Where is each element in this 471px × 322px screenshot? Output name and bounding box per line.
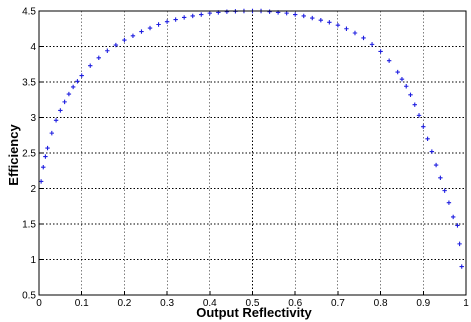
y-tick-label: 0.5 (22, 291, 36, 302)
data-point (421, 124, 426, 129)
data-point (301, 13, 306, 19)
data-point (105, 48, 110, 53)
data-point (284, 10, 289, 16)
data-point (38, 179, 44, 184)
x-tick-label: 0.2 (117, 298, 131, 309)
data-point (293, 12, 298, 17)
data-point (62, 99, 67, 105)
data-point (147, 25, 153, 31)
data-point (438, 175, 443, 181)
grid-lines (39, 11, 466, 295)
data-point (378, 49, 383, 54)
y-tick-label: 4 (30, 42, 36, 53)
x-tick-label: 0.3 (160, 298, 174, 309)
data-point (88, 63, 93, 68)
data-point (49, 130, 55, 136)
data-point (361, 35, 366, 41)
data-point (58, 108, 63, 113)
data-point (66, 91, 72, 97)
data-point (130, 33, 136, 39)
data-point (113, 42, 119, 48)
data-point (70, 84, 76, 90)
x-tick-label: 0.7 (331, 298, 345, 309)
y-tick-label: 2 (30, 184, 36, 195)
data-point (412, 102, 417, 107)
data-point (181, 15, 187, 20)
data-point (53, 118, 59, 123)
x-tick-label: 0.9 (416, 298, 430, 309)
data-point (207, 10, 212, 16)
x-tick-label: 0.1 (75, 298, 89, 309)
x-axis-ticks: 0 0.1 0.2 0.3 0.4 0.5 0.6 0.7 0.8 0.9 1 (36, 291, 469, 309)
data-point (369, 42, 375, 47)
data-point (310, 15, 315, 21)
x-tick-label: 0 (36, 298, 42, 309)
data-point (399, 76, 405, 82)
data-point (433, 162, 439, 168)
data-point (408, 92, 413, 97)
data-point (75, 79, 80, 84)
data-point (386, 58, 392, 63)
data-point (344, 26, 349, 31)
data-point (164, 19, 170, 24)
data-point (173, 17, 178, 22)
data-point (352, 30, 358, 36)
data-point (457, 241, 462, 247)
y-axis-ticks: 0.5 1 1.5 2 2.5 3 3.5 4 4.5 (22, 7, 43, 302)
data-point (442, 188, 447, 193)
x-tick-label: 1 (463, 298, 469, 309)
data-point (190, 13, 195, 19)
data-point (224, 9, 230, 14)
data-points (38, 8, 464, 269)
y-tick-label: 2.5 (22, 149, 36, 160)
y-tick-label: 1 (30, 255, 36, 266)
data-point (41, 165, 46, 170)
y-axis-title: Efficiency (6, 124, 21, 186)
data-point (45, 145, 50, 151)
data-point (267, 9, 272, 14)
data-point (455, 223, 460, 228)
data-point (156, 22, 161, 27)
y-tick-label: 1.5 (22, 220, 36, 231)
x-tick-label: 0.6 (288, 298, 302, 309)
data-point (199, 12, 204, 17)
data-point (335, 23, 341, 28)
x-tick-label: 0.8 (374, 298, 388, 309)
data-point (43, 154, 48, 159)
y-tick-label: 3 (30, 113, 36, 124)
data-point (96, 55, 101, 61)
data-point (446, 200, 452, 205)
data-point (450, 214, 456, 220)
data-point (318, 18, 324, 23)
data-point (327, 20, 332, 25)
data-point (404, 84, 409, 89)
x-axis-title: Output Reflectivity (196, 305, 312, 320)
x-tick-label: 0.5 (246, 298, 260, 309)
x-tick-label: 0.4 (203, 298, 217, 309)
y-tick-label: 4.5 (22, 7, 36, 18)
data-point (122, 37, 127, 43)
data-point (139, 29, 144, 34)
y-tick-label: 3.5 (22, 78, 36, 89)
data-point (425, 136, 430, 141)
data-point (416, 113, 422, 118)
data-point (459, 264, 464, 269)
data-point (429, 149, 435, 154)
data-point (79, 73, 84, 78)
data-point (395, 69, 400, 75)
